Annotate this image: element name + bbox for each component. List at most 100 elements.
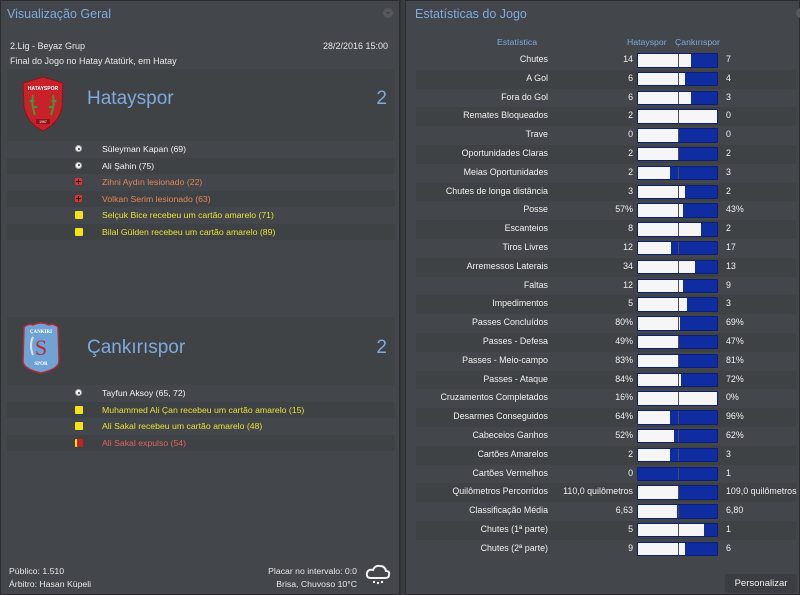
stat-label: Arremessos Laterais (466, 260, 548, 271)
stat-away-value: 13 (726, 260, 736, 271)
stat-home-value: 12 (623, 279, 633, 290)
stat-away-value: 0% (726, 392, 739, 403)
home-events-list: Süleyman Kapan (69) Ali Şahin (75) Zihni… (7, 141, 395, 240)
event-text[interactable]: Ali Şahin (75) (102, 160, 155, 171)
away-team-name[interactable]: Çankırıspor (87, 337, 186, 358)
event-item: Süleyman Kapan (69) (7, 141, 395, 158)
stat-home-value: 34 (623, 260, 633, 271)
stats-header-label[interactable]: Estatística (497, 37, 538, 47)
overview-menu-icon[interactable] (383, 8, 393, 18)
away-team-block: ÇANKIRI S SPOR Çankırıspor 2 Tayfun Akso… (7, 317, 395, 451)
stat-home-value: 8 (628, 223, 633, 234)
stat-home-value: 0 (628, 467, 633, 478)
stat-label: Passes - Defesa (482, 335, 548, 346)
event-text[interactable]: Bilal Gülden recebeu um cartão amarelo (… (102, 226, 276, 237)
event-item: Selçuk Bice recebeu um cartão amarelo (7… (7, 207, 395, 224)
stat-row: Escanteios 8 2 (416, 220, 796, 239)
event-text[interactable]: Zihni Aydın lesionado (22) (102, 177, 203, 187)
stat-home-bar (638, 72, 686, 86)
stat-home-value: 2 (628, 147, 633, 158)
stat-away-value: 3 (726, 298, 731, 309)
stat-comparison-bar (637, 504, 718, 519)
yellow-card-icon (75, 227, 83, 236)
event-item: Ali Sakal expulso (54) (7, 434, 395, 451)
stat-comparison-bar (637, 372, 718, 388)
stat-bar-midline (678, 392, 679, 405)
stat-away-value: 43% (726, 204, 744, 215)
event-text[interactable]: Ali Sakal recebeu um cartão amarelo (48) (102, 421, 263, 431)
stat-comparison-bar (637, 391, 718, 406)
cankirispor-crest-icon[interactable]: ÇANKIRI S SPOR (19, 321, 63, 375)
stat-comparison-bar (637, 184, 718, 200)
stat-away-value: 6,80 (726, 505, 744, 516)
stat-row: A Gol 6 4 (416, 69, 796, 89)
event-text[interactable]: Tayfun Aksoy (65, 72) (102, 388, 186, 398)
stat-comparison-bar (637, 109, 718, 124)
stat-home-value: 6 (628, 91, 633, 102)
stat-home-bar (638, 110, 717, 123)
stat-away-value: 47% (726, 335, 744, 346)
match-datetime: 28/2/2016 15:00 (322, 41, 388, 51)
stat-home-value: 9 (628, 542, 633, 553)
stat-home-value: 52% (615, 429, 633, 440)
stat-home-value: 0 (628, 129, 633, 140)
stat-comparison-bar (637, 278, 718, 294)
stat-home-value: 6 (628, 72, 633, 83)
home-team-name[interactable]: Hatayspor (87, 88, 174, 109)
svg-text:S: S (35, 335, 47, 360)
stat-label: Chutes (1ª parte) (480, 523, 548, 534)
event-text[interactable]: Volkan Serim lesionado (63) (102, 193, 211, 204)
event-text[interactable]: Muhammed Ali Çan recebeu um cartão amare… (102, 404, 305, 415)
panel-splitter[interactable] (400, 0, 405, 595)
stat-row: Desarmes Conseguidos 64% 96% (416, 408, 796, 427)
stat-row: Chutes (2ª parte) 9 6 (416, 540, 796, 559)
stat-bar-midline (678, 373, 679, 387)
stat-bar-midline (678, 429, 679, 443)
event-text[interactable]: Süleyman Kapan (69) (102, 144, 187, 154)
event-item: Tayfun Aksoy (65, 72) (7, 385, 395, 402)
stat-away-value: 2 (726, 185, 731, 196)
event-text[interactable]: Ali Sakal expulso (54) (102, 437, 187, 448)
stat-home-bar (638, 260, 696, 274)
stat-home-value: 5 (628, 523, 633, 534)
stat-comparison-bar (637, 53, 718, 68)
stats-header-home: Hatayspor (627, 37, 667, 47)
match-overview-panel: Visualização Geral 2.Lig - Beyaz Grup 28… (0, 0, 400, 595)
stat-home-bar (638, 223, 702, 236)
yellow-card-icon (75, 405, 83, 414)
stat-comparison-bar (637, 353, 718, 369)
stat-away-value: 2 (726, 223, 731, 234)
stats-menu-icon[interactable] (796, 8, 800, 18)
customize-button[interactable]: Personalizar (725, 574, 797, 593)
stat-comparison-bar (637, 90, 718, 106)
stat-away-value: 17 (726, 241, 736, 252)
event-text[interactable]: Selçuk Bice recebeu um cartão amarelo (7… (102, 210, 274, 220)
stat-row: Remates Bloqueados 2 0 (416, 107, 796, 127)
halftime-score: Placar no intervalo: 0:0 (268, 566, 357, 576)
stat-row: Fora do Gol 6 3 (416, 89, 796, 108)
stat-comparison-bar (637, 128, 718, 143)
stat-label: Oportunidades Claras (461, 147, 548, 158)
home-team-block: HATAYSPOR 1967 Hatayspor 2 Süleyman Kapa… (7, 69, 395, 240)
stat-bar-midline (678, 223, 679, 236)
stat-label: Chutes (519, 54, 548, 64)
home-team-header: HATAYSPOR 1967 Hatayspor 2 (7, 69, 395, 141)
hatayspor-crest-icon[interactable]: HATAYSPOR 1967 (21, 75, 65, 133)
stat-row: Cruzamentos Completados 16% 0% (416, 389, 796, 408)
stat-away-value: 3 (726, 448, 731, 459)
stat-comparison-bar (637, 541, 718, 557)
stat-row: Passes Concluídos 80% 69% (416, 314, 796, 333)
stat-away-value: 7 (726, 54, 731, 64)
stat-label: Trave (525, 129, 548, 140)
stat-label: Posse (523, 204, 548, 215)
stat-away-value: 0 (726, 110, 731, 121)
stat-label: Desarmes Conseguidos (453, 411, 548, 422)
yellow-card-icon (75, 211, 83, 219)
competition-name: 2.Lig - Beyaz Grup (10, 41, 86, 51)
stat-home-bar (638, 523, 704, 537)
stat-away-value: 3 (726, 166, 731, 177)
ball-icon (75, 389, 82, 396)
away-team-header: ÇANKIRI S SPOR Çankırıspor 2 (7, 317, 395, 385)
svg-text:1967: 1967 (39, 120, 47, 124)
stat-comparison-bar (637, 485, 718, 500)
